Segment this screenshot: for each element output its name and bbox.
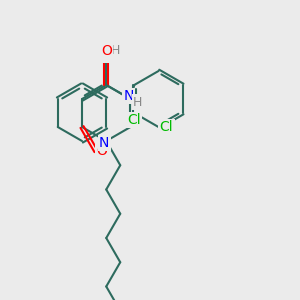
Text: O: O [101, 44, 112, 58]
Text: N: N [123, 89, 134, 103]
Text: N: N [99, 136, 110, 150]
Text: H: H [111, 44, 120, 57]
Text: O: O [101, 48, 112, 62]
Text: O: O [97, 144, 107, 158]
Text: Cl: Cl [128, 113, 141, 127]
Text: H: H [133, 95, 142, 109]
Text: Cl: Cl [160, 120, 173, 134]
